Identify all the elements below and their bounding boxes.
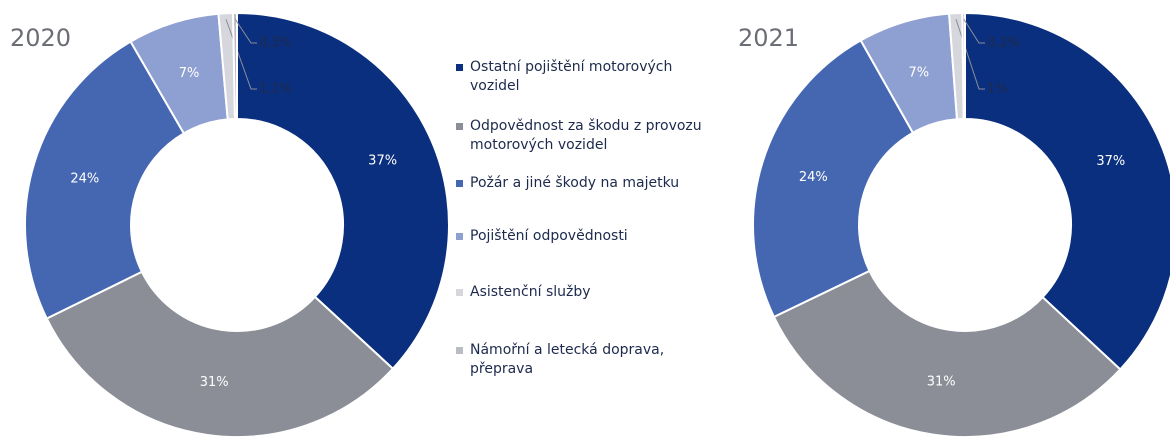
data-label: 31%: [927, 375, 956, 390]
legend-swatch: [456, 233, 463, 240]
legend-item: Pojištění odpovědnosti: [456, 227, 720, 246]
chart-title: 2020: [10, 24, 71, 52]
legend-label: Asistenční služby: [470, 284, 591, 300]
legend-label: Ostatní pojištění motorových vozidel: [470, 59, 673, 94]
slice: [236, 11, 450, 371]
slice: [45, 270, 395, 438]
data-label: 0,3%: [259, 36, 292, 51]
legend-label: Námořní a letecká doprava, přeprava: [470, 342, 665, 377]
chart-title: 2021: [738, 24, 799, 52]
legend-swatch: [456, 180, 463, 187]
legend-item: Odpovědnost za škodu z provozu motorovýc…: [456, 117, 720, 155]
slice: [964, 11, 1170, 371]
legend-swatch: [456, 347, 463, 354]
legend-item: Požár a jiné škody na majetku: [456, 174, 720, 193]
legend-item: Ostatní pojištění motorových vozidel: [456, 58, 720, 96]
slice: [961, 11, 966, 121]
legend-label: Požár a jiné škody na majetku: [470, 175, 680, 191]
slice: [752, 39, 915, 319]
data-label: 24%: [799, 170, 828, 185]
data-label: 7%: [179, 66, 200, 81]
slice: [232, 11, 238, 121]
data-label: 31%: [200, 375, 229, 390]
slice: [772, 269, 1122, 438]
data-label: 37%: [1096, 154, 1125, 169]
leader-line: [963, 18, 985, 44]
data-label: 7%: [909, 65, 930, 80]
data-label: 37%: [368, 154, 397, 169]
legend-swatch: [456, 64, 463, 71]
legend-label: Odpovědnost za škodu z provozu motorovýc…: [470, 118, 702, 153]
legend-swatch: [456, 289, 463, 296]
legend-label: Pojištění odpovědnosti: [470, 228, 628, 244]
legend-item: Námořní a letecká doprava, přeprava: [456, 341, 720, 379]
data-label: 24%: [70, 171, 99, 186]
legend-item: Asistenční služby: [456, 283, 720, 302]
leader-line: [234, 18, 257, 44]
data-label: 0,2%: [987, 36, 1020, 51]
slice: [24, 40, 186, 320]
data-label: 1,1%: [259, 82, 292, 97]
data-label: 1%: [987, 82, 1008, 97]
legend-swatch: [456, 123, 463, 130]
